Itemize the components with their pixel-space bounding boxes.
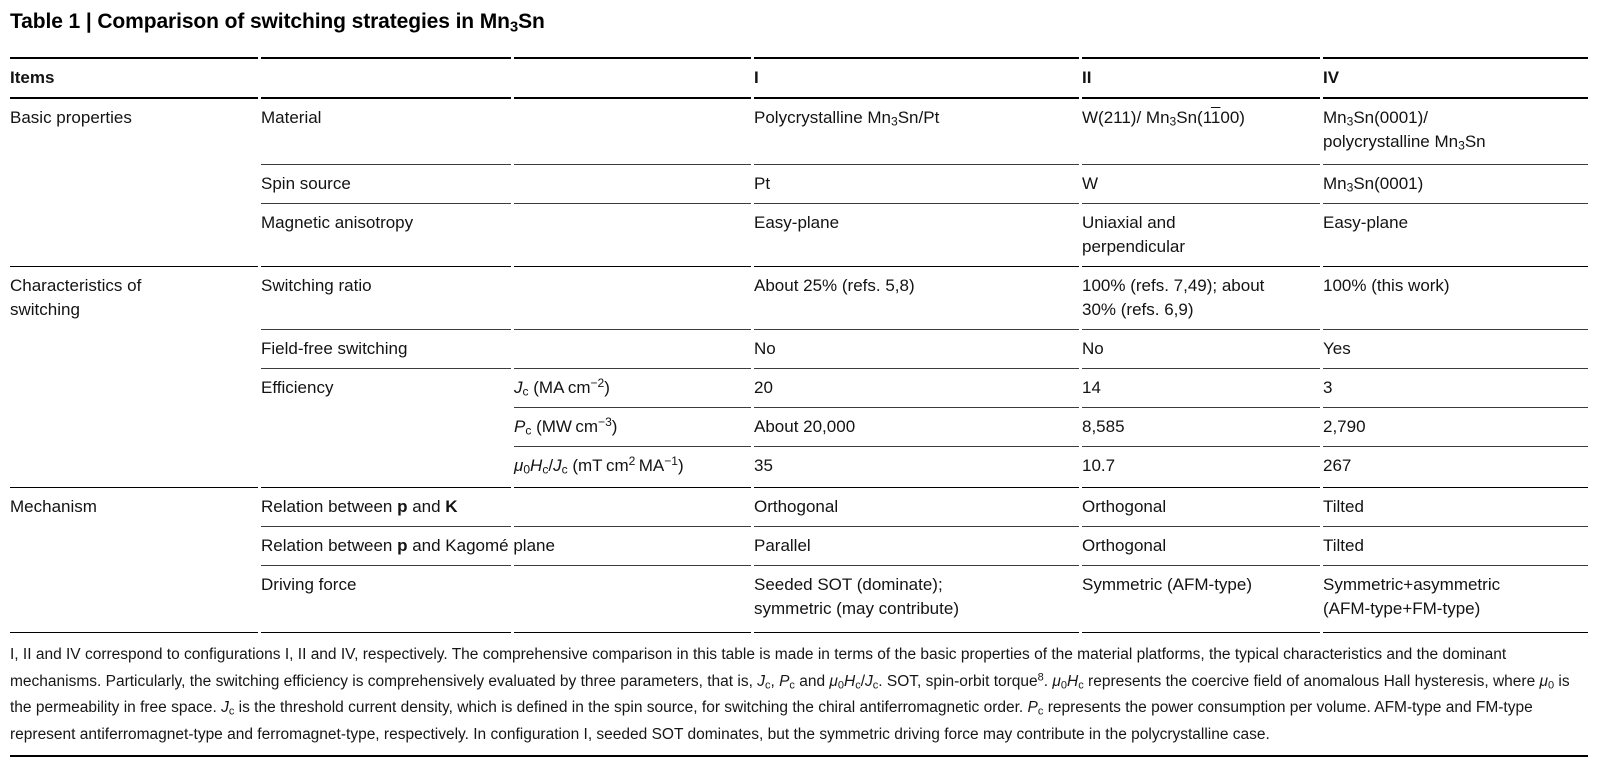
row-label-relation-p-kagome: Relation between p and Kagomé plane — [261, 526, 555, 565]
cell-magnetic-anisotropy-iv: Easy-plane — [1323, 203, 1588, 266]
table-row-material: Basic properties Material Polycrystallin… — [10, 99, 1588, 164]
column-header-spacer-1 — [261, 57, 511, 99]
row-label-relation-p-k: Relation between p and K — [261, 487, 511, 526]
cell-pc-i: About 20,000 — [754, 407, 1079, 446]
cell-hcjc-i: 35 — [754, 446, 1079, 487]
cell-jc-ii: 14 — [1082, 368, 1320, 407]
cell-pc-ii: 8,585 — [1082, 407, 1320, 446]
param-label-empty — [514, 266, 751, 329]
row-label-field-free-switching: Field-free switching — [261, 329, 511, 368]
cell-relation-p-k-i: Orthogonal — [754, 487, 1079, 526]
cell-material-i: Polycrystalline Mn3Sn/Pt — [754, 108, 940, 129]
table-row-relation-p-kagome: Relation between p and Kagomé plane Para… — [10, 526, 1588, 565]
param-label-jc: Jc (MA cm−2) — [514, 368, 751, 407]
paper-table-page: Table 1 | Comparison of switching strate… — [10, 10, 1588, 757]
table-footnote: I, II and IV correspond to configuration… — [10, 646, 1570, 743]
section-label-characteristics: Characteristics of switching — [10, 266, 258, 329]
param-label-pc: Pc (MW cm−3) — [514, 407, 751, 446]
column-header-config-i: I — [754, 57, 1079, 99]
section-label-empty — [10, 407, 258, 446]
cell-relation-p-kagome-ii: Orthogonal — [1082, 526, 1320, 565]
section-label-empty — [10, 368, 258, 407]
cell-relation-p-kagome-iv: Tilted — [1323, 526, 1588, 565]
cell-magnetic-anisotropy-ii: Uniaxial and perpendicular — [1082, 203, 1320, 266]
row-label-spin-source: Spin source — [261, 164, 511, 203]
row-label-efficiency: Efficiency — [261, 368, 511, 407]
table-title: Table 1 | Comparison of switching strate… — [10, 10, 545, 36]
section-label-empty — [10, 565, 258, 633]
cell-jc-iv: 3 — [1323, 368, 1588, 407]
param-label-empty — [514, 565, 751, 633]
cell-switching-ratio-ii: 100% (refs. 7,49); about 30% (refs. 6,9) — [1082, 266, 1320, 329]
row-label-material: Material — [261, 108, 322, 127]
column-header-items: Items — [10, 57, 258, 99]
cell-field-free-i: No — [754, 329, 1079, 368]
param-label-empty — [514, 487, 751, 526]
section-label-basic-properties: Basic properties — [10, 108, 132, 127]
cell-driving-force-ii: Symmetric (AFM-type) — [1082, 565, 1320, 633]
cell-relation-p-kagome-i: Parallel — [754, 526, 1079, 565]
table-row-spin-source: Spin source Pt W Mn3Sn(0001) — [10, 164, 1588, 203]
section-label-empty — [10, 526, 258, 565]
table-row-relation-p-k: Mechanism Relation between p and K Ortho… — [10, 487, 1588, 526]
param-label-empty — [514, 99, 751, 164]
cell-driving-force-iv: Symmetric+asymmetric (AFM-type+FM-type) — [1323, 565, 1588, 633]
bottom-rule-divider — [10, 755, 1588, 757]
table-row-efficiency-jc: Efficiency Jc (MA cm−2) 20 14 3 — [10, 368, 1588, 407]
row-label-switching-ratio: Switching ratio — [261, 266, 511, 329]
param-label-empty — [514, 164, 751, 203]
section-label-empty — [10, 164, 258, 203]
cell-material-iv: Mn3Sn(0001)/polycrystalline Mn3Sn — [1323, 108, 1486, 153]
cell-spin-source-ii: W — [1082, 164, 1320, 203]
column-header-spacer-2 — [514, 57, 751, 99]
column-header-config-ii: II — [1082, 57, 1320, 99]
param-label-empty — [514, 203, 751, 266]
param-label-empty — [514, 526, 751, 565]
row-label-empty — [261, 446, 511, 487]
table-header-row: Items I II IV — [10, 57, 1588, 99]
table-row-efficiency-hcjc: μ0Hc/Jc (mT cm2 MA−1) 35 10.7 267 — [10, 446, 1588, 487]
cell-spin-source-iv: Mn3Sn(0001) — [1323, 164, 1588, 203]
row-label-driving-force: Driving force — [261, 565, 511, 633]
column-header-config-iv: IV — [1323, 57, 1588, 99]
cell-driving-force-i: Seeded SOT (dominate); symmetric (may con… — [754, 565, 1079, 633]
param-label-hcjc: μ0Hc/Jc (mT cm2 MA−1) — [514, 446, 751, 487]
comparison-table: Items I II IV Basic properties Material … — [10, 57, 1588, 633]
table-row-field-free-switching: Field-free switching No No Yes — [10, 329, 1588, 368]
cell-field-free-iv: Yes — [1323, 329, 1588, 368]
cell-switching-ratio-iv: 100% (this work) — [1323, 266, 1588, 329]
cell-material-ii: W(211)/ Mn3Sn(1100) — [1082, 108, 1245, 129]
cell-spin-source-i: Pt — [754, 164, 1079, 203]
table-row-driving-force: Driving force Seeded SOT (dominate); symm… — [10, 565, 1588, 633]
cell-relation-p-k-ii: Orthogonal — [1082, 487, 1320, 526]
cell-jc-i: 20 — [754, 368, 1079, 407]
section-label-empty — [10, 446, 258, 487]
section-label-empty — [10, 203, 258, 266]
section-label-empty — [10, 329, 258, 368]
table-row-efficiency-pc: Pc (MW cm−3) About 20,000 8,585 2,790 — [10, 407, 1588, 446]
cell-magnetic-anisotropy-i: Easy-plane — [754, 203, 1079, 266]
cell-switching-ratio-i: About 25% (refs. 5,8) — [754, 266, 1079, 329]
table-row-switching-ratio: Characteristics of switching Switching ra… — [10, 266, 1588, 329]
cell-pc-iv: 2,790 — [1323, 407, 1588, 446]
table-row-magnetic-anisotropy: Magnetic anisotropy Easy-plane Uniaxial … — [10, 203, 1588, 266]
cell-relation-p-k-iv: Tilted — [1323, 487, 1588, 526]
cell-hcjc-iv: 267 — [1323, 446, 1588, 487]
param-label-empty — [514, 329, 751, 368]
cell-hcjc-ii: 10.7 — [1082, 446, 1320, 487]
section-label-mechanism: Mechanism — [10, 487, 258, 526]
cell-field-free-ii: No — [1082, 329, 1320, 368]
row-label-empty — [261, 407, 511, 446]
row-label-magnetic-anisotropy: Magnetic anisotropy — [261, 203, 511, 266]
